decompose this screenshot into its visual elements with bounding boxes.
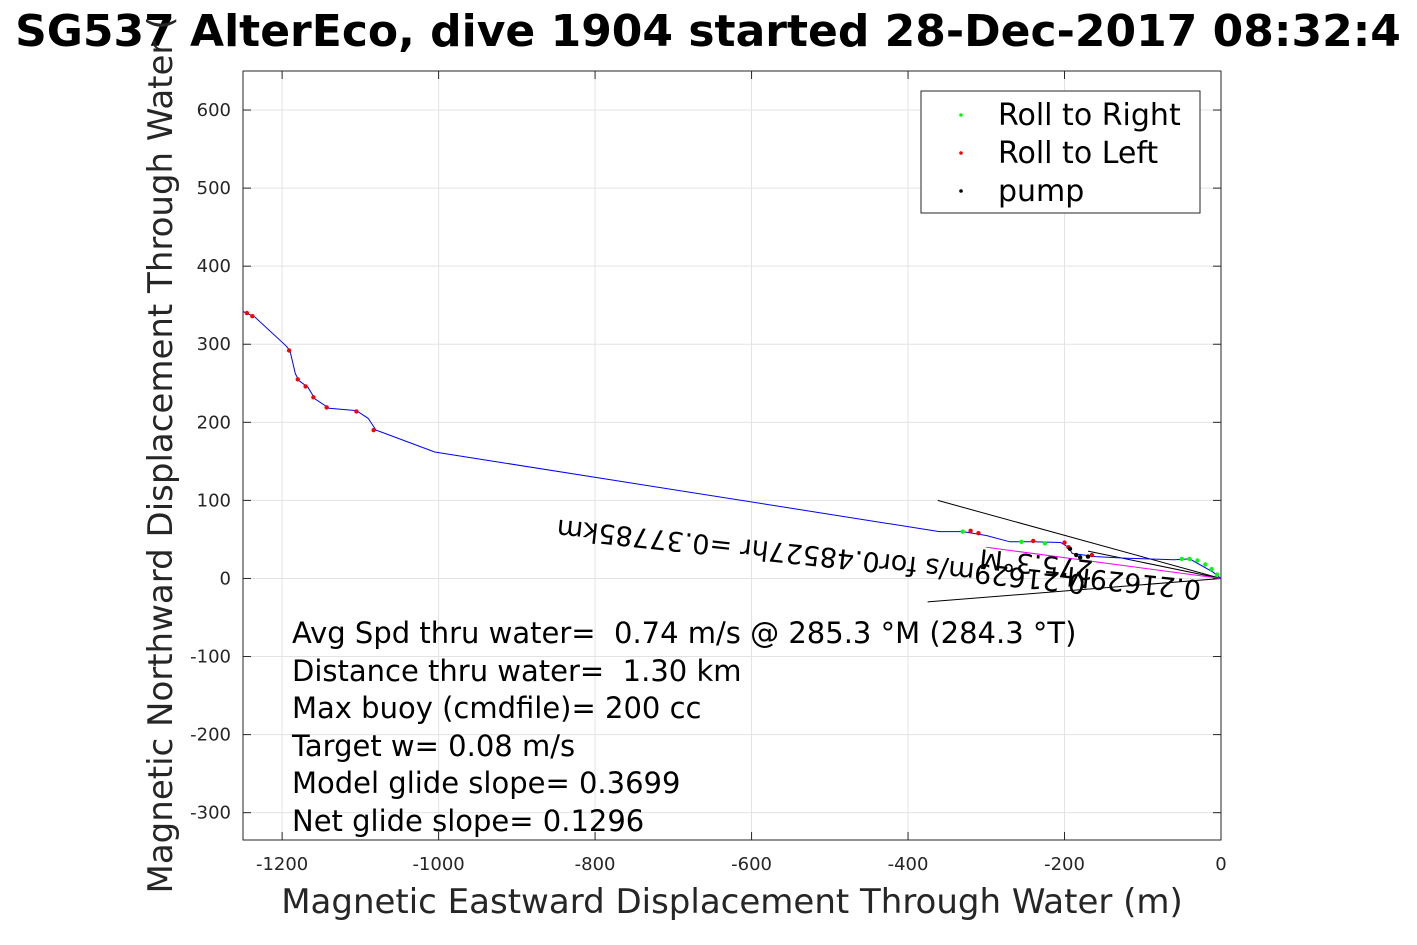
y-tick-label: -200 xyxy=(190,725,231,746)
roll-right-point xyxy=(1195,558,1200,563)
roll-left-point xyxy=(1062,540,1067,545)
roll-right-point xyxy=(1214,572,1220,577)
pump-point xyxy=(1085,554,1091,559)
roll-left-point xyxy=(968,528,973,534)
roll-left-point xyxy=(295,377,300,382)
roll-left-point xyxy=(244,310,250,316)
stats-block: Avg Spd thru water= 0.74 m/s @ 285.3 °M … xyxy=(291,616,1076,838)
pump-point xyxy=(1077,555,1083,560)
legend: Roll to Right Roll to Left pump xyxy=(920,90,1201,214)
guide-line xyxy=(986,546,1222,579)
roll-left-point xyxy=(324,405,329,410)
guide-lines xyxy=(927,499,1222,603)
legend-marker-roll-left xyxy=(959,151,963,155)
roll-left-point xyxy=(1089,552,1095,558)
track-series xyxy=(242,311,1222,579)
roll-right-point xyxy=(1203,562,1208,567)
stat-net-glide-slope: Net glide slope= 0.1296 xyxy=(292,804,644,838)
pump-point xyxy=(1067,546,1073,551)
roll-right-point xyxy=(1179,556,1185,562)
x-tick-label: -400 xyxy=(888,854,929,875)
x-tick-label: -800 xyxy=(575,854,616,875)
y-tick-label: 300 xyxy=(197,334,231,355)
x-axis-label: Magnetic Eastward Displacement Through W… xyxy=(281,882,1183,922)
roll-right-point xyxy=(1209,566,1214,572)
stat-avg-speed: Avg Spd thru water= 0.74 m/s @ 285.3 °M … xyxy=(292,616,1076,650)
y-tick-label: 500 xyxy=(197,178,231,199)
roll-left-point xyxy=(1031,538,1036,544)
roll-right-point xyxy=(1187,556,1192,562)
roll-left-point xyxy=(354,409,359,414)
axis-ticks: -1200 -1000 -800 -600 -400 -200 06005004003002… xyxy=(190,71,1227,875)
roll-left-point xyxy=(286,348,292,353)
roll-right-point xyxy=(960,529,966,534)
stat-max-buoy: Max buoy (cmdfile)= 200 cc xyxy=(292,691,701,725)
x-tick-label: -1200 xyxy=(256,854,308,875)
legend-marker-roll-right xyxy=(959,113,963,117)
chart-title: SG537 AlterEco, dive 1904 started 28-Dec… xyxy=(15,6,1401,57)
legend-label-pump: pump xyxy=(998,174,1084,209)
track-line xyxy=(242,311,1222,579)
guide-line xyxy=(927,577,1222,603)
guide-line xyxy=(1087,550,1222,579)
y-tick-label: 0 xyxy=(220,568,231,589)
x-tick-label: -200 xyxy=(1044,854,1085,875)
roll-left-point xyxy=(371,427,376,433)
y-tick-label: -100 xyxy=(190,647,231,668)
y-axis-label: Magnetic Northward Displacement Through … xyxy=(141,17,181,894)
roll-right-point xyxy=(1019,539,1024,544)
marker-points xyxy=(244,310,1220,577)
x-tick-label: -1000 xyxy=(412,854,464,875)
legend-label-roll-right: Roll to Right xyxy=(998,98,1181,133)
y-tick-label: 100 xyxy=(197,490,231,511)
roll-left-point xyxy=(250,313,255,319)
legend-box xyxy=(920,90,1201,214)
x-tick-label: -600 xyxy=(731,854,772,875)
y-tick-label: -300 xyxy=(190,803,231,824)
roll-left-point xyxy=(311,395,316,400)
stat-model-glide-slope: Model glide slope= 0.3699 xyxy=(292,766,680,800)
legend-label-roll-left: Roll to Left xyxy=(998,136,1158,171)
x-tick-label: 0 xyxy=(1215,854,1226,875)
guide-line xyxy=(937,499,1222,579)
stat-target-w: Target w= 0.08 m/s xyxy=(291,729,575,763)
roll-left-point xyxy=(303,384,308,389)
y-tick-label: 400 xyxy=(197,256,231,277)
pump-point xyxy=(1074,552,1079,558)
roll-right-point xyxy=(1042,541,1048,546)
stat-distance: Distance thru water= 1.30 km xyxy=(292,654,742,688)
plot-area xyxy=(242,70,1222,841)
roll-left-point xyxy=(976,530,981,536)
y-tick-label: 600 xyxy=(197,100,231,121)
legend-marker-pump xyxy=(959,189,963,193)
rotated-annotations: 0.21629m/s for0.48527hr =0.37785km275.3°… xyxy=(555,512,1203,604)
y-tick-label: 200 xyxy=(197,412,231,433)
